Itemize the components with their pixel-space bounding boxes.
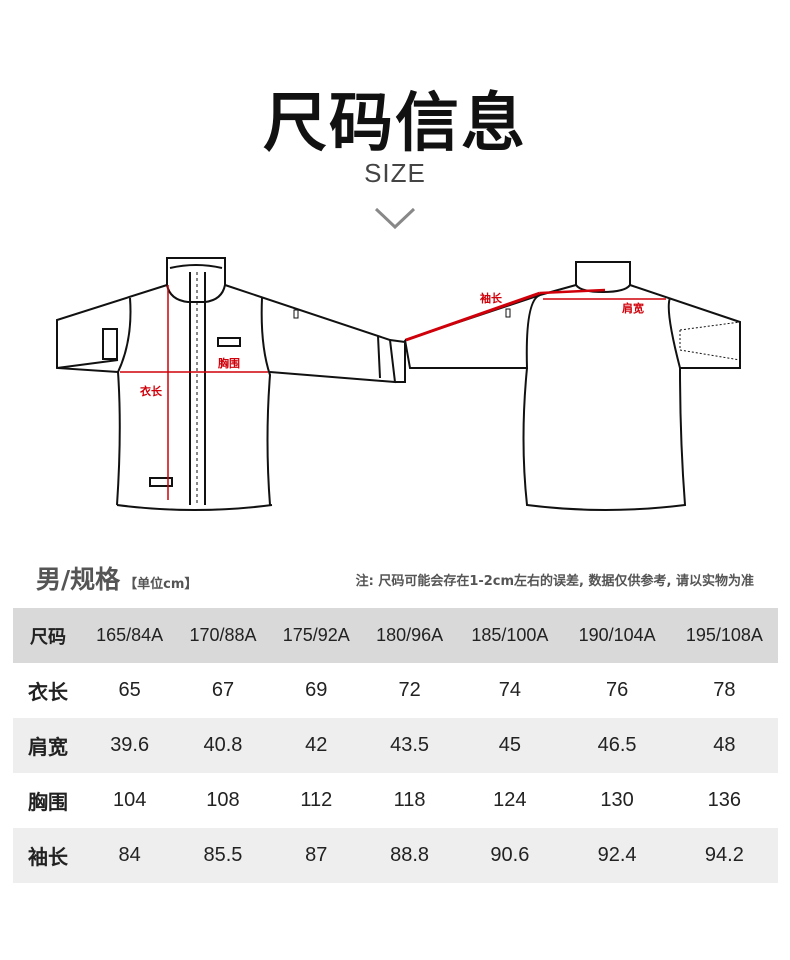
jacket-diagram: 衣长 胸围 袖长 肩宽 xyxy=(56,257,741,511)
table-cell: 84 xyxy=(83,828,177,883)
table-row: 肩宽 39.6 40.8 42 43.5 45 46.5 48 xyxy=(13,718,778,773)
section-title-text: 男/规格 xyxy=(36,565,121,594)
table-cell: 118 xyxy=(393,789,426,811)
table-cell: 39.6 xyxy=(83,718,177,773)
table-cell: 74 xyxy=(498,679,521,701)
table-cell: 124 xyxy=(493,789,527,811)
table-cell: 69 xyxy=(305,679,328,701)
page-subtitle: SIZE xyxy=(364,158,426,188)
header-size: 185/100A xyxy=(456,608,564,663)
label-length: 衣长 xyxy=(140,384,163,398)
row-label: 肩宽 xyxy=(13,718,83,773)
label-chest: 胸围 xyxy=(218,356,240,370)
unit-label: 【单位cm】 xyxy=(124,577,198,592)
table-cell: 45 xyxy=(456,718,564,773)
table-cell: 76 xyxy=(605,679,629,701)
label-sleeve: 袖长 xyxy=(480,291,503,305)
table-cell: 65 xyxy=(118,679,141,701)
size-note: 注: 尺码可能会存在1-2cm左右的误差, 数据仅供参考, 请以实物为准 xyxy=(355,574,754,589)
header-size: 175/92A xyxy=(269,608,363,663)
table-cell: 130 xyxy=(600,789,634,811)
table-cell: 72 xyxy=(398,679,421,701)
table-cell: 46.5 xyxy=(563,718,671,773)
table-cell: 48 xyxy=(670,718,778,773)
measure-lines xyxy=(120,285,666,500)
row-label: 袖长 xyxy=(13,828,83,883)
label-shoulder: 肩宽 xyxy=(622,301,644,315)
section-title: 男/规格 【单位cm】 xyxy=(36,560,197,596)
table-row: 胸围 104 108 112 118 124 130 136 xyxy=(13,773,778,828)
header-label: 尺码 xyxy=(13,608,83,663)
header-size: 190/104A xyxy=(563,608,671,663)
chevron-down-icon xyxy=(374,207,416,230)
header-size: 195/108A xyxy=(670,608,778,663)
table-cell: 42 xyxy=(269,718,363,773)
table-cell: 136 xyxy=(707,789,742,811)
table-cell: 40.8 xyxy=(176,718,270,773)
table-cell: 85.5 xyxy=(176,828,270,883)
table-row: 袖长 84 85.5 87 88.8 90.6 92.4 94.2 xyxy=(13,828,778,883)
table-cell: 87 xyxy=(269,828,363,883)
table-cell: 112 xyxy=(300,789,333,811)
table-cell: 90.6 xyxy=(456,828,564,883)
table-cell: 67 xyxy=(211,679,235,701)
header-size: 170/88A xyxy=(176,608,270,663)
table-cell: 92.4 xyxy=(563,828,671,883)
table-cell: 94.2 xyxy=(670,828,778,883)
header-size: 180/96A xyxy=(362,608,457,663)
table-cell: 43.5 xyxy=(362,718,457,773)
table-cell: 104 xyxy=(112,789,147,811)
header-size: 165/84A xyxy=(83,608,177,663)
size-table: 尺码 165/84A 170/88A 175/92A 180/96A 185/100A 19… xyxy=(13,608,778,883)
table-cell: 88.8 xyxy=(362,828,457,883)
table-row: 衣长 65 67 69 72 74 76 78 xyxy=(13,663,778,718)
page-title: 尺码信息 xyxy=(263,87,527,161)
table-cell: 108 xyxy=(206,789,240,811)
row-label: 胸围 xyxy=(28,790,68,814)
front-view xyxy=(56,257,406,511)
table-header-row: 尺码 165/84A 170/88A 175/92A 180/96A 185/100A 19… xyxy=(13,608,778,663)
row-label: 衣长 xyxy=(28,680,68,704)
table-cell: 78 xyxy=(713,679,736,701)
